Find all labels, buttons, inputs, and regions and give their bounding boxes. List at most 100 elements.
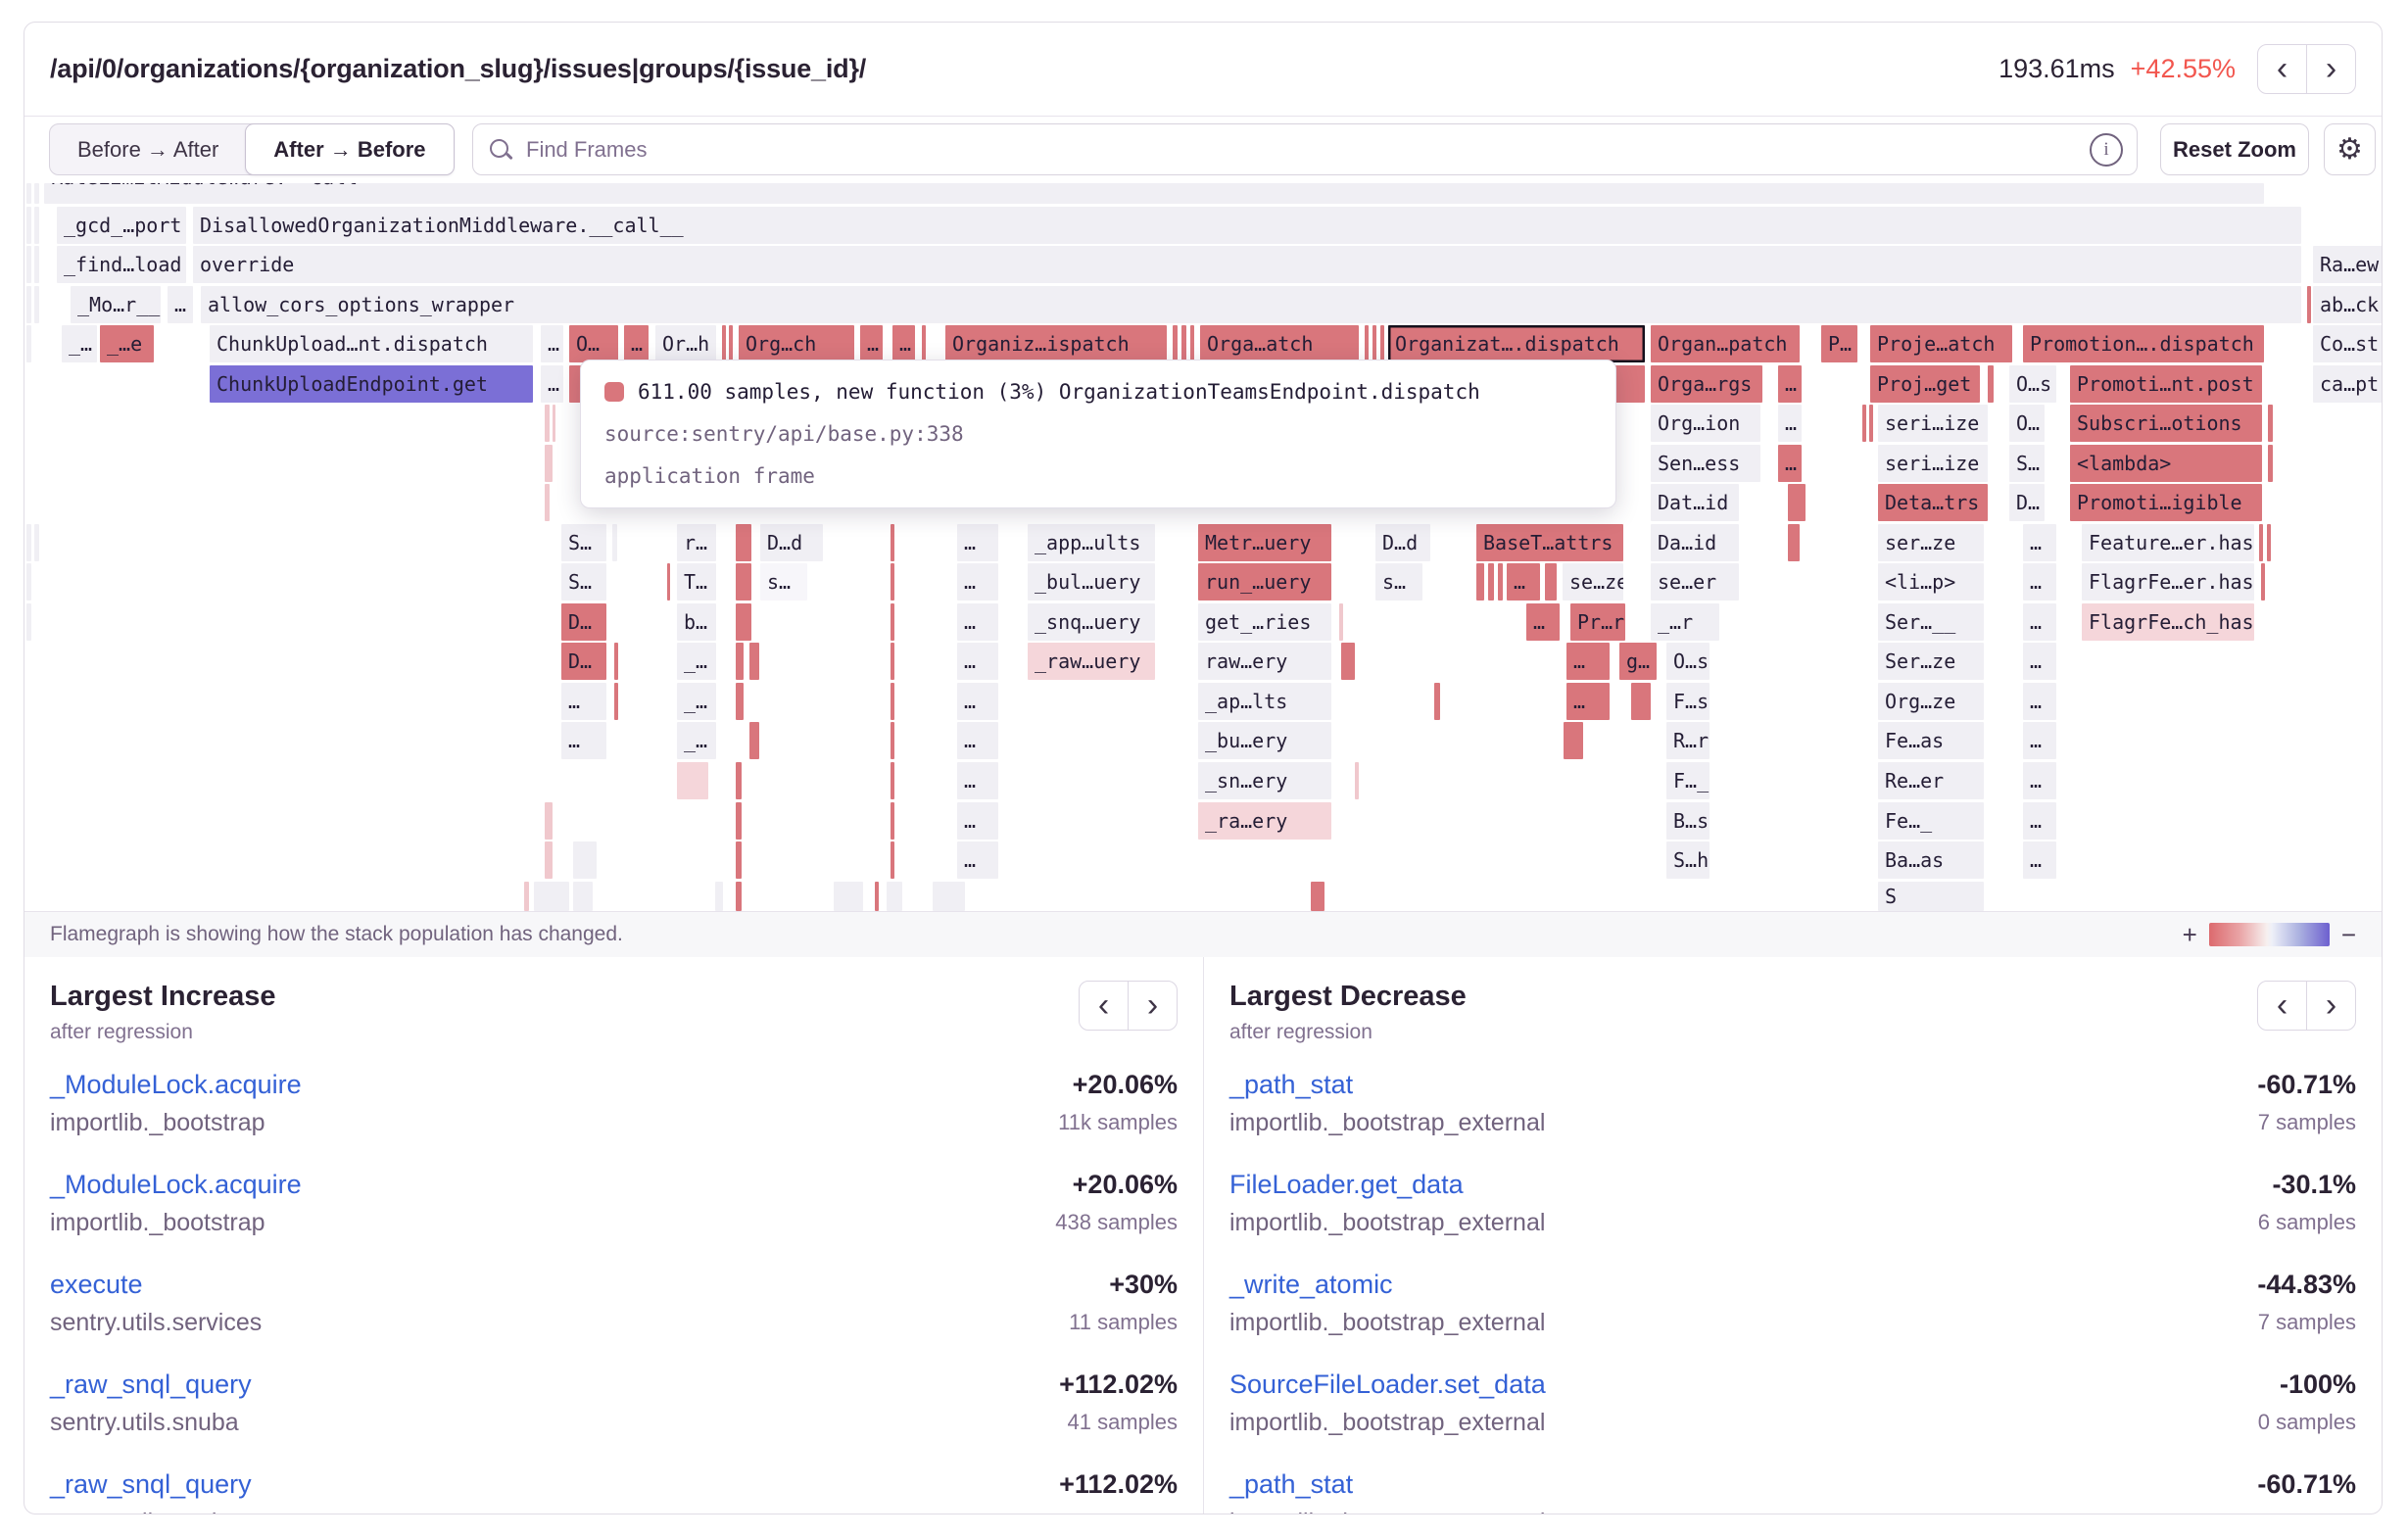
function-link[interactable]: FileLoader.get_data <box>1229 1170 1464 1199</box>
flamegraph-frame[interactable]: Promotion….dispatch <box>2023 325 2264 362</box>
flamegraph-frame[interactable] <box>34 286 39 323</box>
flamegraph-frame[interactable] <box>26 207 31 244</box>
flamegraph-frame[interactable]: r… <box>677 524 716 561</box>
flamegraph-frame[interactable] <box>26 183 31 204</box>
flamegraph-frame[interactable]: … <box>541 365 563 403</box>
flamegraph-frame[interactable] <box>1173 325 1178 362</box>
flamegraph-frame[interactable] <box>736 841 742 879</box>
flamegraph-frame[interactable]: S… <box>561 563 606 601</box>
flamegraph-frame[interactable] <box>891 683 894 720</box>
flamegraph-frame[interactable] <box>1434 683 1440 720</box>
flamegraph-frame[interactable]: _app…ults <box>1028 524 1155 561</box>
flamegraph-frame[interactable]: … <box>957 643 998 680</box>
flamegraph-frame[interactable] <box>667 563 670 601</box>
flamegraph-frame[interactable]: Sen…ess <box>1651 445 1760 482</box>
increase-next-button[interactable]: › <box>1128 981 1178 1031</box>
flamegraph-frame[interactable]: ca…pt <box>2313 365 2382 403</box>
flamegraph-frame[interactable]: _snq…uery <box>1028 603 1155 641</box>
function-link[interactable]: execute <box>50 1270 143 1299</box>
flamegraph-frame[interactable] <box>2268 405 2273 442</box>
flamegraph-frame[interactable] <box>891 762 894 799</box>
function-link[interactable]: SourceFileLoader.set_data <box>1229 1370 1546 1399</box>
flamegraph-frame[interactable]: O… <box>2009 405 2045 442</box>
flamegraph-frame[interactable]: … <box>541 325 563 362</box>
flamegraph-frame[interactable]: … <box>892 325 915 362</box>
flamegraph-frame[interactable] <box>1373 325 1376 362</box>
flamegraph-frame[interactable] <box>545 405 550 442</box>
flamegraph-frame[interactable]: _bu…ery <box>1198 722 1331 759</box>
flamegraph-frame[interactable] <box>573 841 597 879</box>
flamegraph-frame[interactable]: Orga…atch <box>1200 325 1359 362</box>
flamegraph-frame[interactable]: Org…ion <box>1651 405 1760 442</box>
function-link[interactable]: _write_atomic <box>1229 1270 1393 1299</box>
flamegraph-frame[interactable] <box>891 524 894 561</box>
flamegraph-frame[interactable] <box>736 882 742 911</box>
flamegraph-frame[interactable]: get_…ries <box>1198 603 1331 641</box>
flamegraph-frame[interactable] <box>614 643 618 680</box>
flamegraph-frame[interactable] <box>715 882 723 911</box>
info-icon[interactable]: i <box>2090 132 2123 167</box>
flamegraph-frame[interactable] <box>729 325 733 362</box>
flamegraph-frame[interactable]: BaseT…attrs <box>1476 524 1623 561</box>
flamegraph-frame[interactable] <box>1380 325 1384 362</box>
flamegraph-frame[interactable] <box>1631 683 1651 720</box>
flamegraph-frame[interactable]: _… <box>62 325 97 362</box>
flamegraph-frame[interactable]: … <box>957 524 998 561</box>
flamegraph-frame[interactable] <box>2267 524 2271 561</box>
flamegraph-frame[interactable]: s… <box>1375 563 1422 601</box>
flamegraph-frame[interactable] <box>545 841 553 879</box>
flamegraph-frame[interactable]: Re…er <box>1878 762 1984 799</box>
flamegraph-canvas[interactable]: RateLimitMiddleware.__call__ _gcd_…port Di… <box>24 183 2382 911</box>
flamegraph-frame[interactable]: Organiz…ispatch <box>945 325 1167 362</box>
flamegraph-frame[interactable]: O…s <box>2009 365 2056 403</box>
flamegraph-frame[interactable] <box>736 524 751 561</box>
flamegraph-frame[interactable]: … <box>2023 563 2056 601</box>
flamegraph-frame[interactable]: _ra…ery <box>1198 802 1331 840</box>
flamegraph-frame[interactable]: ab…ck <box>2313 286 2382 323</box>
flamegraph-frame[interactable]: Promoti…igible <box>2070 484 2262 521</box>
flamegraph-frame[interactable] <box>524 882 529 911</box>
flamegraph-frame[interactable]: … <box>1778 445 1802 482</box>
flamegraph-frame[interactable]: … <box>1778 365 1802 403</box>
flamegraph-frame[interactable]: <li…p> <box>1878 563 1984 601</box>
flamegraph-frame[interactable]: Subscri…otions <box>2070 405 2262 442</box>
flamegraph-frame[interactable]: override <box>193 246 2301 283</box>
flamegraph-frame[interactable] <box>1355 762 1359 799</box>
flamegraph-frame[interactable] <box>922 325 926 362</box>
flamegraph-frame[interactable]: _… <box>677 643 716 680</box>
flamegraph-frame[interactable]: Fe…_ <box>1878 802 1984 840</box>
flamegraph-frame[interactable]: … <box>1526 603 1560 641</box>
flamegraph-frame[interactable]: O… <box>569 325 618 362</box>
flamegraph-frame[interactable] <box>1862 405 1866 442</box>
flamegraph-frame[interactable]: … <box>1566 683 1610 720</box>
flamegraph-frame[interactable]: Ser…ze <box>1878 643 1984 680</box>
flamegraph-frame[interactable] <box>1788 524 1800 561</box>
flamegraph-frame[interactable] <box>1498 563 1503 601</box>
flamegraph-frame[interactable]: Feature…er.has <box>2082 524 2254 561</box>
function-link[interactable]: _raw_snql_query <box>50 1370 252 1399</box>
flamegraph-frame[interactable]: Org…ze <box>1878 683 1984 720</box>
function-link[interactable]: _ModuleLock.acquire <box>50 1170 302 1199</box>
flamegraph-frame[interactable]: RateLimitMiddleware.__call__ <box>44 183 2264 204</box>
flamegraph-frame[interactable] <box>891 841 894 879</box>
flamegraph-frame[interactable]: _ap…lts <box>1198 683 1331 720</box>
flamegraph-frame[interactable]: Deta…trs <box>1878 484 1988 521</box>
flamegraph-frame[interactable]: seri…ize <box>1878 405 1988 442</box>
flamegraph-frame[interactable]: S…h <box>1666 841 1710 879</box>
flamegraph-frame[interactable] <box>2268 445 2273 482</box>
flamegraph-frame[interactable] <box>1564 722 1583 759</box>
flamegraph-frame[interactable]: … <box>2023 841 2056 879</box>
flamegraph-frame[interactable] <box>749 643 759 680</box>
flamegraph-frame[interactable]: S… <box>561 524 606 561</box>
flamegraph-frame[interactable] <box>736 762 742 799</box>
flamegraph-frame[interactable] <box>553 405 555 442</box>
flamegraph-frame[interactable]: … <box>957 563 998 601</box>
flamegraph-frame[interactable] <box>891 603 894 641</box>
flamegraph-frame[interactable]: … <box>2023 683 2056 720</box>
flamegraph-frame[interactable]: _…e <box>100 325 154 362</box>
flamegraph-frame[interactable]: Co…st <box>2313 325 2382 362</box>
flamegraph-frame[interactable]: O…s <box>1666 643 1710 680</box>
flamegraph-frame[interactable]: _find…load <box>57 246 186 283</box>
flamegraph-frame[interactable] <box>736 563 751 601</box>
flamegraph-frame[interactable]: Ra…ew <box>2313 246 2382 283</box>
